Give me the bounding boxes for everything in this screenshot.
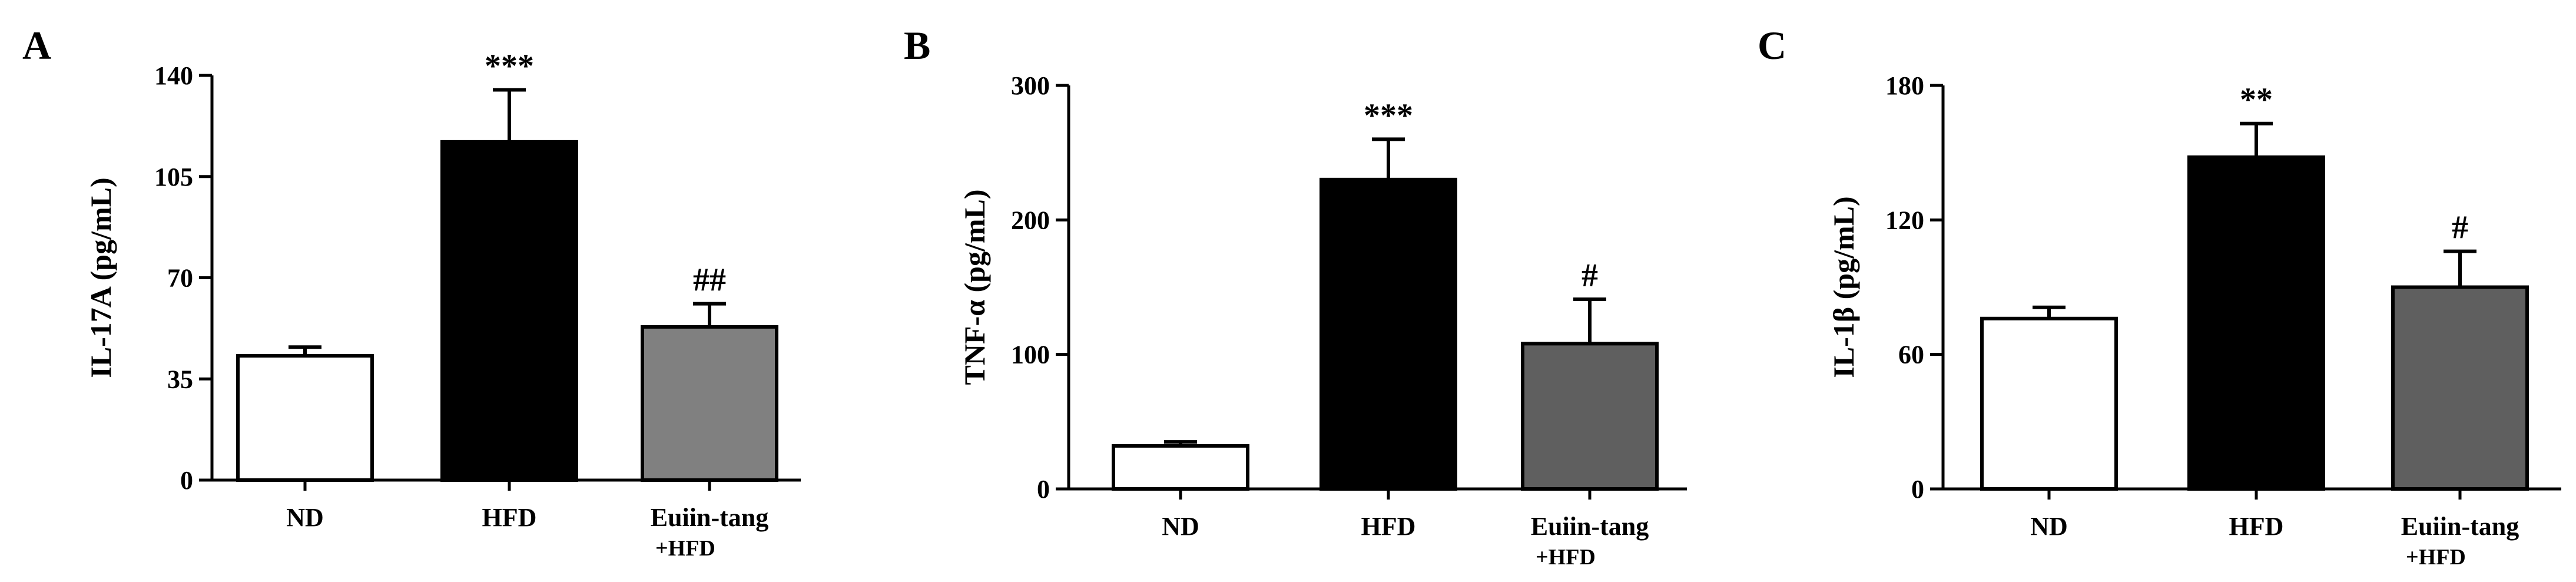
- y-tick-label: 300: [1011, 71, 1050, 100]
- x-tick-label: Euiin-tang: [2401, 512, 2519, 541]
- bar: [2187, 155, 2325, 491]
- y-tick-label: 0: [1037, 475, 1050, 504]
- y-tick-label: 60: [1898, 340, 1924, 369]
- x-tick-label-line2: +HFD: [655, 536, 715, 561]
- y-tick-label: 0: [1911, 475, 1924, 504]
- panel-label: A: [22, 23, 51, 68]
- y-tick-label: 200: [1011, 206, 1050, 234]
- panel-label: B: [904, 23, 930, 68]
- x-tick-label: HFD: [1361, 512, 1416, 541]
- bar: [1320, 177, 1457, 491]
- y-tick-label: 70: [167, 264, 193, 293]
- significance-marker: #: [1582, 257, 1598, 294]
- x-tick-label: HFD: [2229, 512, 2284, 541]
- y-tick-label: 100: [1011, 340, 1050, 369]
- significance-marker: ***: [1364, 97, 1413, 134]
- y-tick-label: 140: [154, 61, 193, 90]
- y-axis-label: TNF-α (pg/mL): [958, 189, 991, 385]
- x-tick-label: ND: [1162, 512, 1199, 541]
- y-tick-label: 35: [167, 365, 193, 393]
- x-tick-label: ND: [286, 503, 324, 532]
- x-tick-label: Euiin-tang: [1531, 512, 1649, 541]
- panel-b: B 0 100 200 300 TNF-α (pg/mL) ND *** HFD # Euiin-t…: [904, 23, 1687, 570]
- y-axis-label: IL-17A (pg/mL): [84, 177, 117, 378]
- bar: [1112, 444, 1249, 491]
- bar: [236, 353, 374, 482]
- bar: [2391, 285, 2529, 491]
- y-tick-label: 0: [180, 466, 193, 495]
- bar: [440, 140, 578, 482]
- x-tick-label: HFD: [482, 503, 537, 532]
- x-tick-label-line2: +HFD: [2406, 545, 2466, 570]
- bar: [641, 325, 778, 482]
- x-tick-label: ND: [2030, 512, 2068, 541]
- bar: [1980, 316, 2118, 491]
- panel-c: C 0 60 120 180 IL-1β (pg/mL) ND ** HFD # Euiin-tan…: [1758, 23, 2561, 570]
- significance-marker: ##: [693, 262, 726, 299]
- x-tick-label-line2: +HFD: [1536, 545, 1596, 570]
- panel-label: C: [1758, 23, 1786, 68]
- x-tick-label: Euiin-tang: [651, 503, 769, 532]
- y-tick-label: 105: [154, 163, 193, 191]
- y-tick-label: 120: [1885, 206, 1924, 234]
- significance-marker: **: [2240, 82, 2273, 118]
- y-tick-label: 180: [1885, 71, 1924, 100]
- significance-marker: #: [2452, 210, 2468, 246]
- bar: [1521, 342, 1659, 491]
- panel-a: A 0 35 70 105 140 IL-17A (pg/mL) ND *** HFD ## Euii…: [22, 23, 801, 561]
- significance-marker: ***: [485, 48, 534, 85]
- y-axis-label: IL-1β (pg/mL): [1827, 196, 1860, 378]
